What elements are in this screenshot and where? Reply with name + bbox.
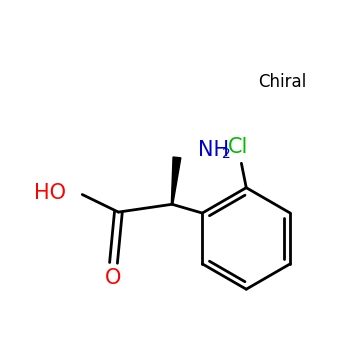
Text: NH: NH: [198, 140, 230, 160]
Text: Chiral: Chiral: [258, 73, 307, 91]
Text: HO: HO: [34, 183, 66, 203]
Text: 2: 2: [222, 147, 231, 161]
Text: O: O: [105, 268, 122, 288]
Text: Cl: Cl: [228, 137, 248, 157]
Polygon shape: [172, 157, 181, 204]
